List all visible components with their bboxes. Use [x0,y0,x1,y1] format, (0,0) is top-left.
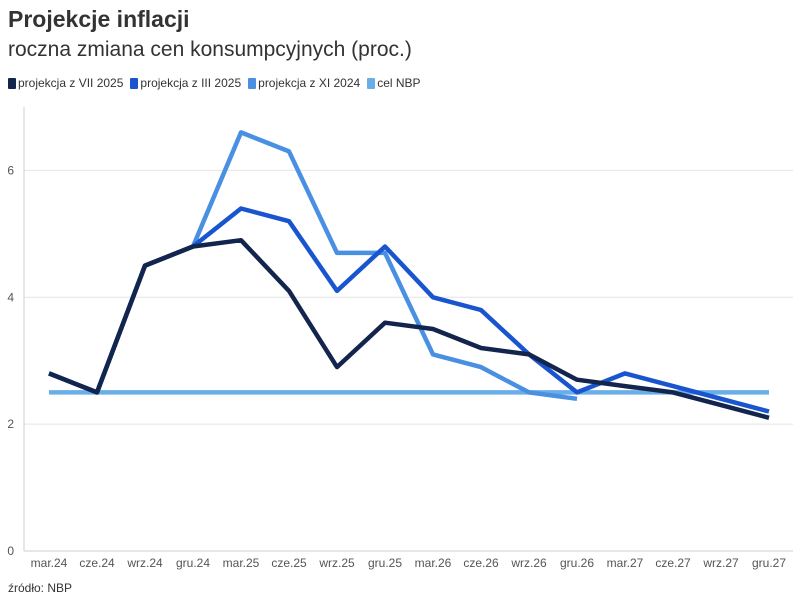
series-line [48,130,578,402]
x-tick-label: wrz.25 [318,556,355,570]
legend-item-cel-nbp[interactable]: cel NBP [367,76,421,90]
legend-label: projekcja z XI 2024 [258,76,361,90]
x-tick-label: cze.26 [463,556,499,570]
series-line [48,237,770,420]
legend-swatch [8,77,16,89]
y-tick-label: 0 [7,544,14,558]
chart-title: Projekcje inflacji [8,6,190,32]
x-tick-label: mar.27 [607,556,644,570]
y-tick-label: 2 [7,417,14,431]
series-lines [48,130,770,420]
chart-subtitle: roczna zmiana cen konsumpcyjnych (proc.) [8,38,412,61]
tick-labels: 0 2 4 6 mar.24 cze.24 wrz.24 gru.24 mar.25 cze.25… [7,163,786,570]
legend-item-iii-2025[interactable]: projekcja z III 2025 [130,76,241,90]
chart-legend: projekcja z VII 2025 projekcja z III 202… [8,76,421,90]
x-tick-label: gru.24 [176,556,210,570]
x-tick-label: wrz.24 [126,556,163,570]
x-tick-label: gru.25 [368,556,402,570]
legend-swatch [130,77,139,89]
legend-swatch [367,77,376,89]
legend-item-vii-2025[interactable]: projekcja z VII 2025 [8,76,123,90]
legend-label: projekcja z VII 2025 [18,76,124,90]
series-line [48,206,770,414]
y-tick-label: 4 [7,290,14,304]
x-tick-label: cze.25 [271,556,307,570]
source-note: źródło: NBP [8,581,73,595]
legend-swatch [248,77,257,89]
y-tick-label: 6 [7,163,14,177]
x-tick-label: gru.27 [752,556,786,570]
gridlines [24,169,793,425]
legend-label: cel NBP [377,76,421,90]
x-tick-label: wrz.27 [702,556,739,570]
x-tick-label: gru.26 [560,556,594,570]
x-tick-label: mar.26 [415,556,452,570]
x-tick-label: cze.27 [655,556,691,570]
x-tick-label: cze.24 [79,556,115,570]
legend-item-xi-2024[interactable]: projekcja z XI 2024 [248,76,360,90]
x-tick-label: mar.25 [223,556,260,570]
x-tick-label: wrz.26 [510,556,547,570]
x-tick-label: mar.24 [31,556,68,570]
legend-label: projekcja z III 2025 [140,76,242,90]
axes [23,107,793,552]
